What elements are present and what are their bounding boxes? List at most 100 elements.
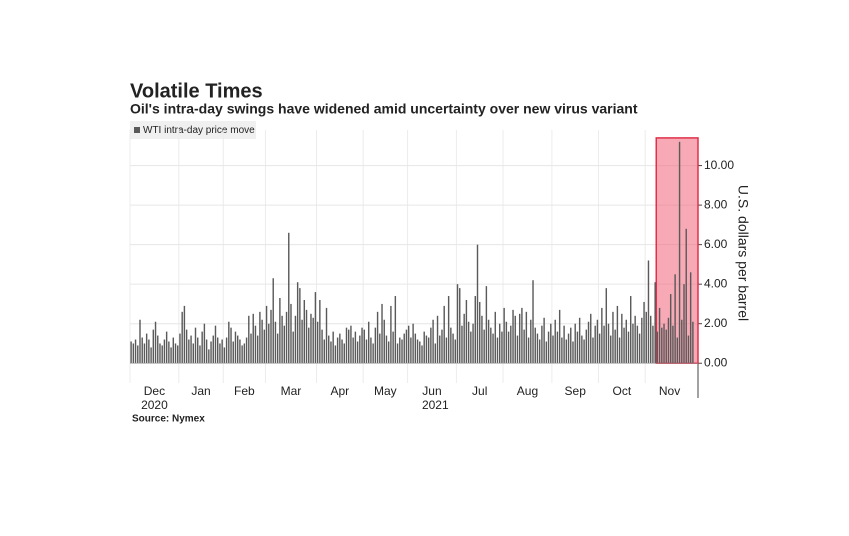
bar [263, 329, 266, 364]
bar [470, 331, 472, 364]
bar [649, 315, 652, 364]
bar [199, 345, 201, 364]
bar [328, 335, 330, 364]
bar [363, 329, 365, 364]
bar [685, 228, 687, 364]
bar [236, 335, 239, 364]
bar [230, 327, 232, 364]
bar [203, 323, 206, 364]
bar [439, 335, 441, 364]
bar [567, 333, 570, 364]
bar [692, 321, 694, 364]
bar [616, 305, 619, 364]
bar [459, 288, 461, 364]
bar [636, 325, 639, 364]
bar [185, 329, 188, 364]
bar [132, 343, 135, 364]
bar [598, 333, 601, 364]
bar [390, 305, 392, 364]
bar [405, 329, 408, 364]
bar [532, 280, 534, 364]
bar [627, 331, 630, 364]
bar [543, 317, 545, 364]
bar [536, 333, 539, 364]
bar [561, 337, 563, 364]
x-tick-label: Jun [422, 384, 441, 398]
y-tick-label: 0.00 [704, 355, 728, 369]
bar [370, 337, 372, 364]
bar [143, 343, 146, 364]
bar [374, 327, 377, 364]
bar [130, 341, 132, 364]
y-tick-label: 4.00 [704, 276, 728, 290]
bar [630, 296, 632, 364]
bar [170, 347, 172, 364]
bar [447, 296, 450, 364]
bar [614, 329, 616, 364]
bar [481, 315, 483, 364]
x-tick-label: Dec [144, 384, 165, 398]
bar [334, 345, 337, 364]
chart-subtitle: Oil's intra-day swings have widened amid… [130, 101, 638, 117]
x-year-label: 2021 [422, 398, 449, 412]
bar [259, 311, 261, 364]
bar [672, 325, 674, 364]
bar [474, 296, 476, 364]
x-year-label: 2020 [141, 398, 168, 412]
bar [534, 327, 536, 364]
bar [556, 331, 559, 364]
bar [332, 331, 334, 364]
bar [596, 319, 599, 364]
bar [527, 337, 530, 364]
bar [570, 327, 572, 364]
bar [274, 321, 277, 364]
bar [172, 337, 175, 364]
bar [583, 339, 585, 364]
bar [514, 315, 516, 364]
bar [152, 329, 155, 364]
bar [197, 337, 199, 364]
bar [296, 282, 299, 364]
bar [423, 331, 425, 364]
legend-swatch [134, 127, 140, 133]
bar [145, 333, 148, 364]
bar [592, 337, 594, 364]
bar [301, 319, 303, 364]
bar [416, 339, 419, 364]
bar [525, 311, 528, 364]
bar [352, 337, 354, 364]
bar [161, 345, 163, 364]
bar [550, 323, 552, 364]
bar [441, 329, 443, 364]
bar [545, 341, 548, 364]
bar [232, 341, 234, 364]
bar [689, 272, 692, 364]
bar [516, 335, 519, 364]
bar [219, 343, 221, 364]
bar [179, 333, 181, 364]
bar [299, 288, 301, 364]
bar [385, 335, 388, 364]
bar [325, 307, 328, 364]
bar [228, 321, 230, 364]
bar [201, 331, 203, 364]
bar [472, 323, 474, 364]
bar [254, 325, 257, 364]
bar [308, 327, 310, 364]
bar [434, 343, 437, 364]
bar [316, 321, 319, 364]
bar [445, 337, 448, 364]
bar [348, 329, 350, 364]
bar [194, 327, 197, 364]
y-tick-label: 2.00 [704, 316, 728, 330]
bar [634, 315, 636, 364]
bar [387, 341, 390, 364]
legend-label: WTI intra-day price move [143, 125, 255, 136]
bar [421, 345, 423, 364]
bar [490, 327, 492, 364]
bar [272, 278, 274, 364]
bar [365, 339, 368, 364]
bar [279, 298, 281, 364]
bar [285, 311, 288, 364]
bar [303, 299, 306, 364]
